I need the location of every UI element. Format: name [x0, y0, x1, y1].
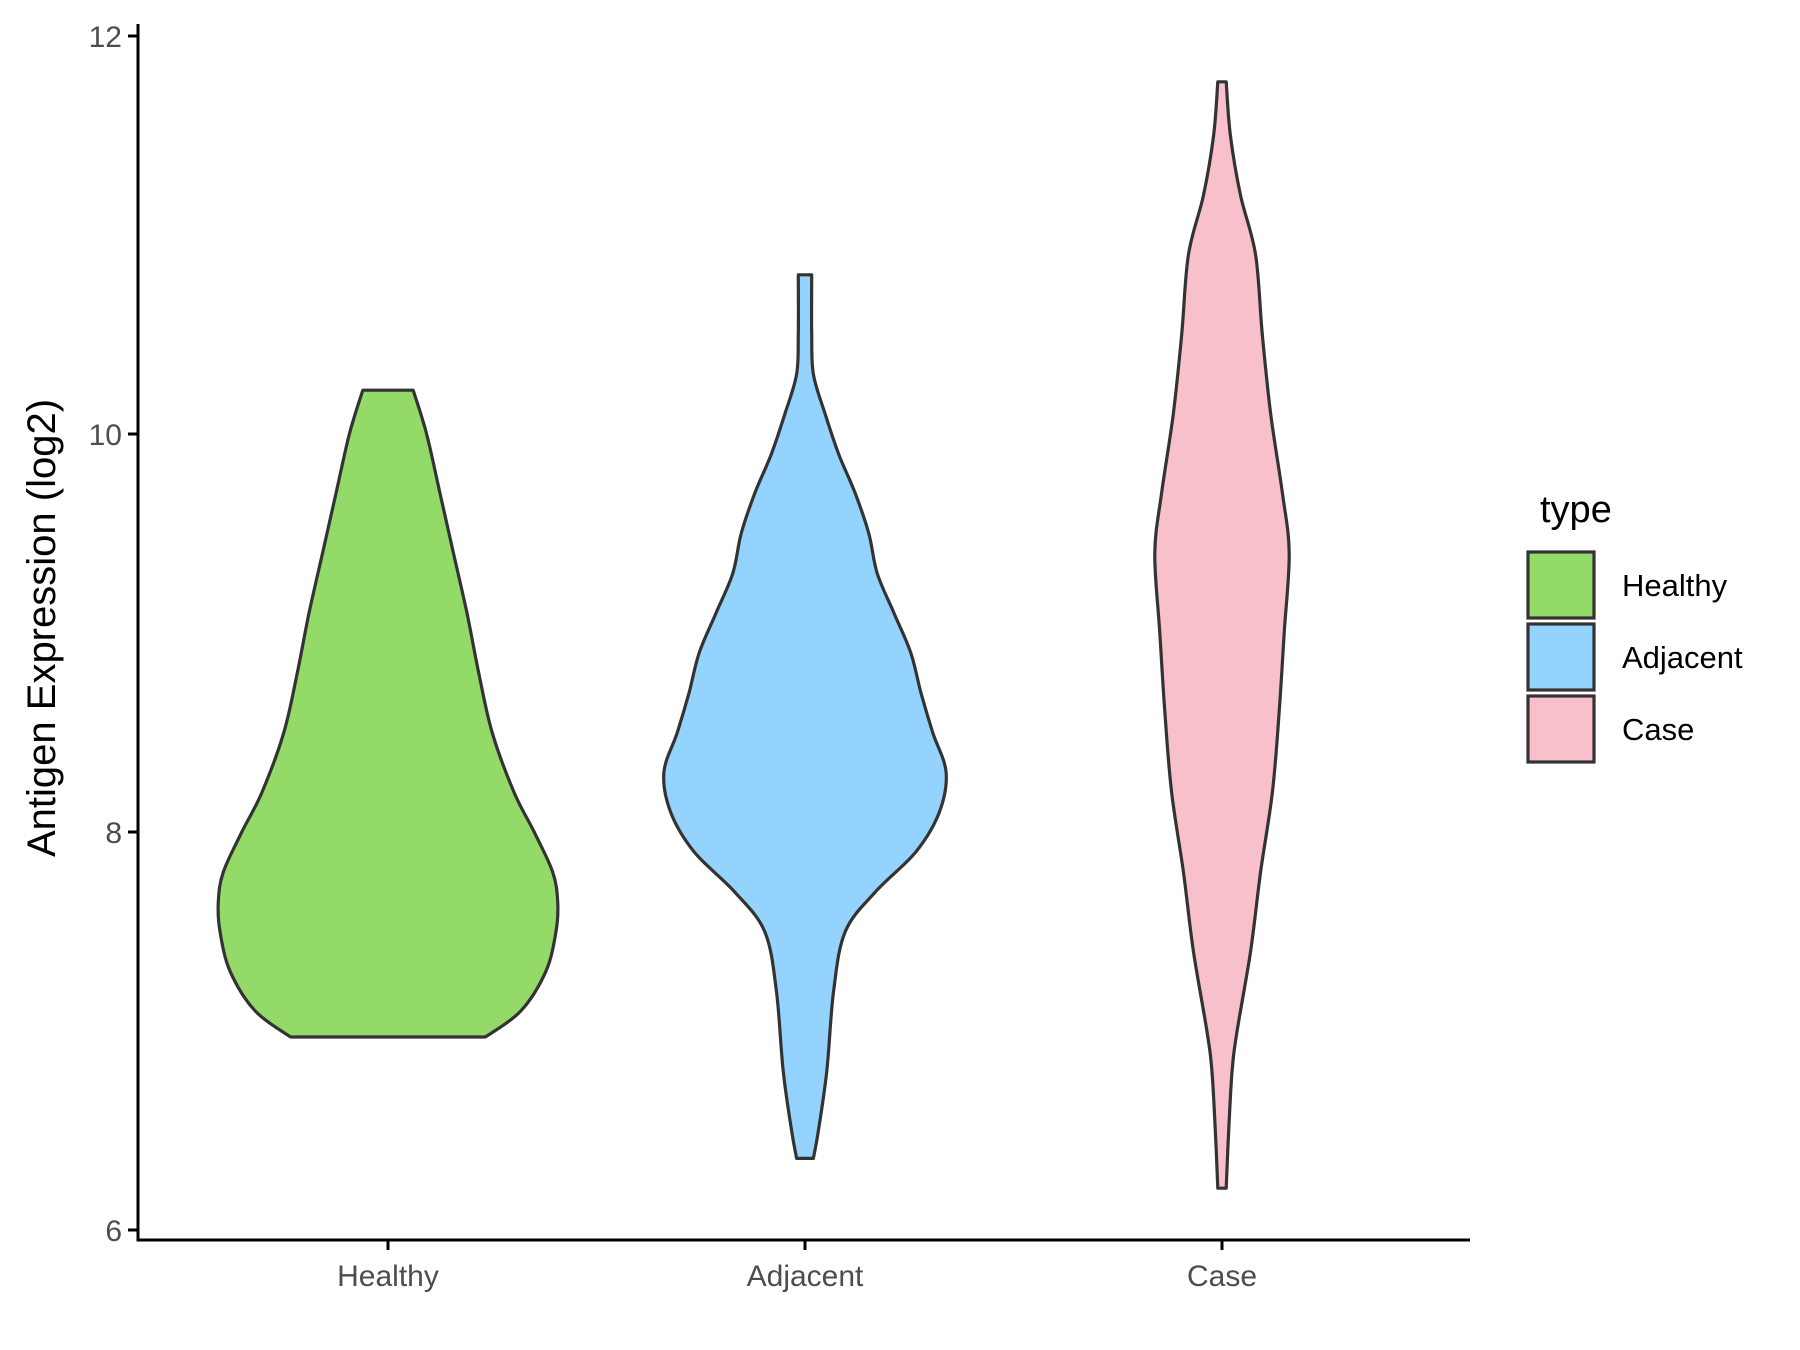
legend-title: type	[1540, 489, 1612, 531]
violin-healthy	[216, 388, 560, 1039]
legend: type Healthy Adjacent Case	[1526, 489, 1743, 764]
y-axis-title: Antigen Expression (log2)	[20, 399, 64, 857]
legend-label-healthy: Healthy	[1622, 568, 1728, 603]
violin-adjacent	[662, 273, 948, 1160]
y-axis-ticks: 6 8 10 12	[89, 21, 138, 1248]
legend-swatch-case	[1526, 694, 1596, 764]
y-tick-label: 10	[89, 419, 122, 452]
x-tick-label: Case	[1187, 1260, 1257, 1293]
violin-case	[1153, 80, 1291, 1190]
axes: 6 8 10 12 Healthy Adjacent Case	[89, 21, 1470, 1293]
y-tick-label: 8	[105, 817, 122, 850]
legend-swatch-healthy	[1526, 550, 1596, 620]
y-tick-label: 6	[105, 1215, 122, 1248]
legend-entries: Healthy Adjacent Case	[1526, 550, 1743, 764]
x-tick-label: Adjacent	[747, 1260, 864, 1293]
y-tick-label: 12	[89, 21, 122, 54]
legend-swatch-adjacent	[1526, 622, 1596, 692]
x-tick-label: Healthy	[337, 1260, 439, 1293]
violin-layer	[216, 80, 1291, 1190]
legend-label-adjacent: Adjacent	[1622, 640, 1743, 675]
legend-label-case: Case	[1622, 712, 1694, 747]
x-axis-ticks: Healthy Adjacent Case	[337, 1240, 1257, 1293]
